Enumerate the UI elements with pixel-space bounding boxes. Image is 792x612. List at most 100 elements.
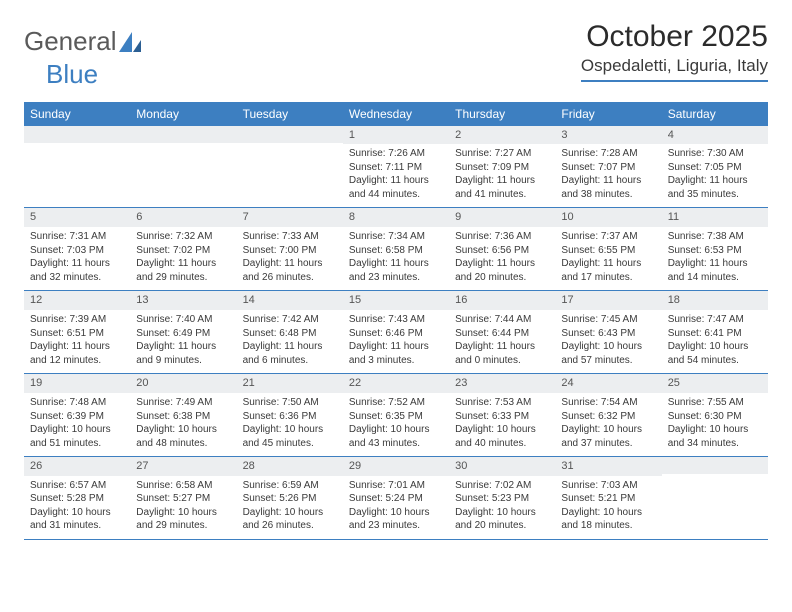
- sunset-text: Sunset: 6:48 PM: [243, 327, 337, 341]
- day-number-bar: 7: [237, 208, 343, 227]
- day-cell: 9Sunrise: 7:36 AMSunset: 6:56 PMDaylight…: [449, 208, 555, 290]
- day-number: 2: [455, 129, 461, 141]
- day-body: Sunrise: 7:38 AMSunset: 6:53 PMDaylight:…: [662, 227, 768, 290]
- sunrise-text: Sunrise: 7:42 AM: [243, 313, 337, 327]
- day-number-bar: 6: [130, 208, 236, 227]
- day-cell: 6Sunrise: 7:32 AMSunset: 7:02 PMDaylight…: [130, 208, 236, 290]
- day-cell: 27Sunrise: 6:58 AMSunset: 5:27 PMDayligh…: [130, 457, 236, 539]
- day-number-bar: 18: [662, 291, 768, 310]
- daylight-text: Daylight: 10 hours and 18 minutes.: [561, 506, 655, 533]
- day-cell: 19 Sunrise: 7:48 AMSunset: 6:39 PMDayligh…: [24, 374, 130, 456]
- weekday-header: Friday: [555, 102, 661, 126]
- sunset-text: Sunset: 6:49 PM: [136, 327, 230, 341]
- sunrise-text: Sunrise: 7:55 AM: [668, 396, 762, 410]
- sunset-text: Sunset: 5:27 PM: [136, 492, 230, 506]
- day-body: Sunrise: 7:30 AMSunset: 7:05 PMDaylight:…: [662, 144, 768, 207]
- day-cell: 30Sunrise: 7:02 AMSunset: 5:23 PMDayligh…: [449, 457, 555, 539]
- sunset-text: Sunset: 5:23 PM: [455, 492, 549, 506]
- day-cell: [662, 457, 768, 539]
- sunset-text: Sunset: 7:09 PM: [455, 161, 549, 175]
- day-cell: [130, 126, 236, 208]
- day-body: Sunrise: 7:39 AMSunset: 6:51 PMDaylight:…: [24, 310, 130, 373]
- sunset-text: Sunset: 7:07 PM: [561, 161, 655, 175]
- week-row: 1Sunrise: 7:26 AMSunset: 7:11 PMDaylight…: [24, 126, 768, 209]
- logo-text-blue: Blue: [46, 59, 98, 89]
- daylight-text: Daylight: 11 hours and 9 minutes.: [136, 340, 230, 367]
- sunset-text: Sunset: 7:02 PM: [136, 244, 230, 258]
- sunrise-text: Sunrise: 7:30 AM: [668, 147, 762, 161]
- day-body: Sunrise: 7:44 AMSunset: 6:44 PMDaylight:…: [449, 310, 555, 373]
- daylight-text: Daylight: 10 hours and 54 minutes.: [668, 340, 762, 367]
- day-number: 30: [455, 460, 467, 472]
- day-number: 27: [136, 460, 148, 472]
- day-body: Sunrise: 7:37 AMSunset: 6:55 PMDaylight:…: [555, 227, 661, 290]
- day-cell: 25Sunrise: 7:55 AMSunset: 6:30 PMDayligh…: [662, 374, 768, 456]
- logo-text-gray: General: [24, 26, 117, 56]
- day-body: Sunrise: 7:36 AMSunset: 6:56 PMDaylight:…: [449, 227, 555, 290]
- sunrise-text: Sunrise: 7:47 AM: [668, 313, 762, 327]
- sunset-text: Sunset: 6:35 PM: [349, 410, 443, 424]
- day-cell: 3Sunrise: 7:28 AMSunset: 7:07 PMDaylight…: [555, 126, 661, 208]
- weeks-container: 1Sunrise: 7:26 AMSunset: 7:11 PMDaylight…: [24, 126, 768, 540]
- sunrise-text: Sunrise: 7:52 AM: [349, 396, 443, 410]
- daylight-text: Daylight: 11 hours and 38 minutes.: [561, 174, 655, 201]
- weekday-header: Wednesday: [343, 102, 449, 126]
- day-number-bar: 2: [449, 126, 555, 145]
- daylight-text: Daylight: 11 hours and 44 minutes.: [349, 174, 443, 201]
- sunrise-text: Sunrise: 7:33 AM: [243, 230, 337, 244]
- weekday-header: Sunday: [24, 102, 130, 126]
- day-number-bar: 8: [343, 208, 449, 227]
- day-cell: 24Sunrise: 7:54 AMSunset: 6:32 PMDayligh…: [555, 374, 661, 456]
- daylight-text: Daylight: 11 hours and 32 minutes.: [30, 257, 124, 284]
- sunrise-text: Sunrise: 7:27 AM: [455, 147, 549, 161]
- sunrise-text: Sunrise: 7:45 AM: [561, 313, 655, 327]
- daylight-text: Daylight: 11 hours and 29 minutes.: [136, 257, 230, 284]
- sunset-text: Sunset: 5:24 PM: [349, 492, 443, 506]
- day-cell: 1Sunrise: 7:26 AMSunset: 7:11 PMDaylight…: [343, 126, 449, 208]
- calendar: SundayMondayTuesdayWednesdayThursdayFrid…: [24, 102, 768, 540]
- day-cell: 16Sunrise: 7:44 AMSunset: 6:44 PMDayligh…: [449, 291, 555, 373]
- day-cell: [24, 126, 130, 208]
- day-number: 19: [30, 377, 42, 389]
- day-body: Sunrise: 7:27 AMSunset: 7:09 PMDaylight:…: [449, 144, 555, 207]
- sunrise-text: Sunrise: 6:59 AM: [243, 479, 337, 493]
- sunrise-text: Sunrise: 7:26 AM: [349, 147, 443, 161]
- day-number: 5: [30, 211, 36, 223]
- day-number-bar: 19: [24, 374, 130, 393]
- day-body: Sunrise: 7:48 AMSunset: 6:39 PMDaylight:…: [24, 393, 130, 456]
- sunset-text: Sunset: 6:36 PM: [243, 410, 337, 424]
- sunrise-text: Sunrise: 7:50 AM: [243, 396, 337, 410]
- day-cell: 17Sunrise: 7:45 AMSunset: 6:43 PMDayligh…: [555, 291, 661, 373]
- daylight-text: Daylight: 10 hours and 43 minutes.: [349, 423, 443, 450]
- day-cell: 15Sunrise: 7:43 AMSunset: 6:46 PMDayligh…: [343, 291, 449, 373]
- daylight-text: Daylight: 11 hours and 20 minutes.: [455, 257, 549, 284]
- location-label: Ospedaletti, Liguria, Italy: [581, 56, 768, 76]
- sunrise-text: Sunrise: 7:02 AM: [455, 479, 549, 493]
- daylight-text: Daylight: 11 hours and 17 minutes.: [561, 257, 655, 284]
- day-number-bar: 3: [555, 126, 661, 145]
- day-number: 1: [349, 129, 355, 141]
- day-body: Sunrise: 7:03 AMSunset: 5:21 PMDaylight:…: [555, 476, 661, 539]
- day-number-bar: 4: [662, 126, 768, 145]
- day-cell: 7Sunrise: 7:33 AMSunset: 7:00 PMDaylight…: [237, 208, 343, 290]
- sunrise-text: Sunrise: 6:58 AM: [136, 479, 230, 493]
- daylight-text: Daylight: 11 hours and 3 minutes.: [349, 340, 443, 367]
- day-body: Sunrise: 7:33 AMSunset: 7:00 PMDaylight:…: [237, 227, 343, 290]
- daylight-text: Daylight: 10 hours and 34 minutes.: [668, 423, 762, 450]
- sunrise-text: Sunrise: 7:49 AM: [136, 396, 230, 410]
- day-number: 10: [561, 211, 573, 223]
- daylight-text: Daylight: 11 hours and 14 minutes.: [668, 257, 762, 284]
- daylight-text: Daylight: 10 hours and 37 minutes.: [561, 423, 655, 450]
- day-number-bar: 10: [555, 208, 661, 227]
- day-number-bar: 22: [343, 374, 449, 393]
- day-number-bar: 15: [343, 291, 449, 310]
- sunset-text: Sunset: 6:53 PM: [668, 244, 762, 258]
- day-number-bar: 31: [555, 457, 661, 476]
- sunset-text: Sunset: 6:41 PM: [668, 327, 762, 341]
- day-body: Sunrise: 7:54 AMSunset: 6:32 PMDaylight:…: [555, 393, 661, 456]
- day-cell: 31Sunrise: 7:03 AMSunset: 5:21 PMDayligh…: [555, 457, 661, 539]
- sunrise-text: Sunrise: 6:57 AM: [30, 479, 124, 493]
- daylight-text: Daylight: 11 hours and 35 minutes.: [668, 174, 762, 201]
- day-cell: 22 Sunrise: 7:52 AMSunset: 6:35 PMDayligh…: [343, 374, 449, 456]
- day-body: Sunrise: 7:45 AMSunset: 6:43 PMDaylight:…: [555, 310, 661, 373]
